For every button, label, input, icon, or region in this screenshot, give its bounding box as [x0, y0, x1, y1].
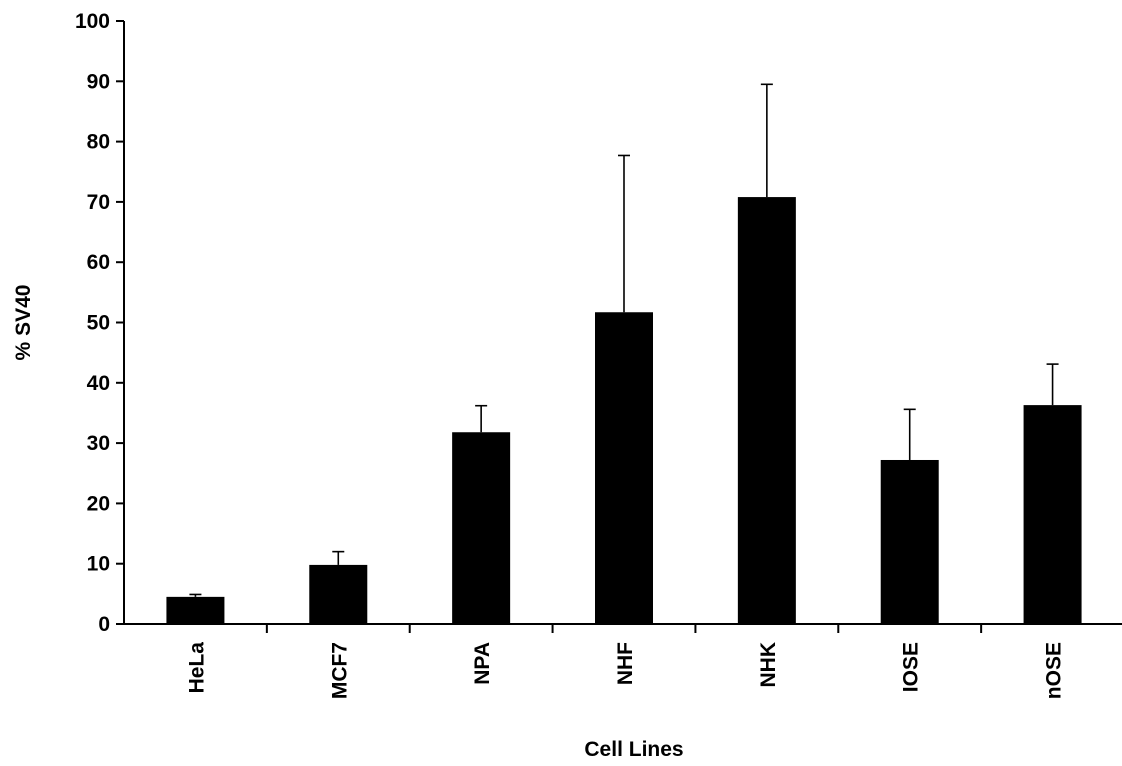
y-tick-label: 100 [75, 10, 110, 33]
y-axis-title: % SV40 [12, 285, 35, 361]
bar-nhk [737, 197, 796, 625]
bar-mcf7 [309, 564, 368, 624]
y-tick-label: 50 [87, 312, 110, 335]
error-bars-group [189, 83, 1059, 597]
x-tick-label-npa: NPA [471, 642, 494, 685]
y-tick-label: 40 [87, 372, 110, 395]
y-tick-label: 80 [87, 131, 110, 154]
y-tick-label: 60 [87, 251, 110, 274]
x-tick-label-nhf: NHF [614, 642, 637, 685]
bar-npa [452, 432, 511, 624]
y-tick-label: 30 [87, 432, 110, 455]
x-tick-label-iose: IOSE [900, 642, 923, 692]
y-tick-label: 10 [87, 553, 110, 576]
y-tick-label: 70 [87, 191, 110, 214]
y-tick-label: 90 [87, 70, 110, 93]
x-tick-label-nhk: NHK [757, 642, 780, 688]
bar-nhf [595, 312, 653, 624]
x-ticks-group: HeLa MCF7 NPA NHF NHK IOSE nOSE [185, 624, 1066, 699]
bar-hela [166, 596, 225, 624]
y-tick-label: 20 [87, 492, 110, 515]
y-ticks-group: 0 10 20 30 40 50 60 70 80 90 100 [75, 10, 124, 636]
bar-nose [1023, 405, 1082, 624]
x-tick-label-mcf7: MCF7 [328, 642, 351, 699]
bars-group [166, 197, 1082, 625]
x-axis-title: Cell Lines [584, 738, 683, 761]
y-tick-label: 0 [98, 613, 110, 636]
x-tick-label-nose: nOSE [1043, 642, 1066, 699]
x-tick-label-hela: HeLa [185, 642, 208, 694]
bar-iose [880, 459, 939, 624]
